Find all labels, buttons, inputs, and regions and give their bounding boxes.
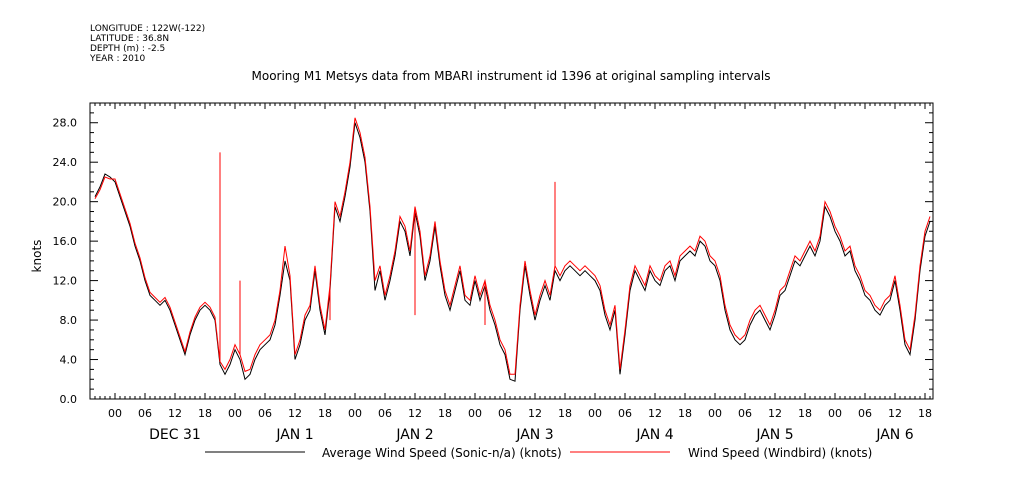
x-tick-label: 18 bbox=[678, 407, 692, 420]
y-tick-label: 28.0 bbox=[53, 117, 78, 130]
x-tick-label: 06 bbox=[738, 407, 752, 420]
x-tick-label: 12 bbox=[168, 407, 182, 420]
y-tick-label: 16.0 bbox=[53, 235, 78, 248]
x-tick-label: 18 bbox=[558, 407, 572, 420]
x-tick-label: 00 bbox=[708, 407, 722, 420]
x-tick-label: 00 bbox=[828, 407, 842, 420]
day-label: JAN 6 bbox=[875, 427, 913, 443]
depth-label: DEPTH (m) : -2.5 bbox=[90, 44, 165, 54]
day-label: JAN 2 bbox=[395, 427, 433, 443]
x-tick-label: 18 bbox=[318, 407, 332, 420]
x-tick-label: 00 bbox=[348, 407, 362, 420]
y-axis-label: knots bbox=[30, 240, 44, 273]
y-tick-label: 12.0 bbox=[53, 275, 78, 288]
legend-label-average: Average Wind Speed (Sonic-n/a) (knots) bbox=[322, 446, 562, 460]
x-tick-label: 06 bbox=[378, 407, 392, 420]
latitude-label: LATITUDE : 36.8N bbox=[90, 34, 169, 44]
x-tick-label: 06 bbox=[498, 407, 512, 420]
y-tick-label: 8.0 bbox=[60, 314, 78, 327]
x-tick-label: 00 bbox=[228, 407, 242, 420]
x-tick-label: 00 bbox=[588, 407, 602, 420]
x-tick-label: 06 bbox=[618, 407, 632, 420]
x-tick-label: 18 bbox=[438, 407, 452, 420]
axis-labels: 00 06 12 18 00 06 12 18 00 06 12 18 00 06 12 18 00 06 12 18… bbox=[53, 117, 933, 443]
chart-title: Mooring M1 Metsys data from MBARI instru… bbox=[252, 69, 771, 83]
x-tick-label: 00 bbox=[108, 407, 122, 420]
x-tick-label: 12 bbox=[288, 407, 302, 420]
day-label: JAN 4 bbox=[635, 427, 673, 443]
series-layer bbox=[94, 117, 931, 382]
x-tick-label: 12 bbox=[888, 407, 902, 420]
x-tick-label: 12 bbox=[408, 407, 422, 420]
y-tick-label: 24.0 bbox=[53, 156, 78, 169]
legend: Average Wind Speed (Sonic-n/a) (knots) W… bbox=[205, 446, 872, 460]
axis-ticks bbox=[89, 103, 933, 400]
y-tick-label: 0.0 bbox=[60, 393, 78, 406]
x-tick-label: 18 bbox=[198, 407, 212, 420]
x-tick-label: 06 bbox=[138, 407, 152, 420]
x-tick-label: 18 bbox=[918, 407, 932, 420]
legend-label-windbird: Wind Speed (Windbird) (knots) bbox=[688, 446, 872, 460]
series-line-1 bbox=[94, 117, 931, 375]
day-label: DEC 31 bbox=[149, 427, 201, 443]
x-tick-label: 12 bbox=[768, 407, 782, 420]
y-tick-label: 4.0 bbox=[60, 354, 78, 367]
day-label: JAN 5 bbox=[755, 427, 793, 443]
x-tick-label: 06 bbox=[258, 407, 272, 420]
year-label: YEAR : 2010 bbox=[89, 54, 146, 64]
day-label: JAN 1 bbox=[275, 427, 313, 443]
x-tick-label: 18 bbox=[798, 407, 812, 420]
x-tick-label: 06 bbox=[858, 407, 872, 420]
x-tick-label: 00 bbox=[468, 407, 482, 420]
y-tick-label: 20.0 bbox=[53, 196, 78, 209]
day-label: JAN 3 bbox=[515, 427, 553, 443]
x-tick-label: 12 bbox=[528, 407, 542, 420]
series-line-0 bbox=[94, 122, 931, 382]
plot-frame bbox=[89, 102, 934, 400]
longitude-label: LONGITUDE : 122W(-122) bbox=[90, 24, 205, 34]
x-tick-label: 12 bbox=[648, 407, 662, 420]
